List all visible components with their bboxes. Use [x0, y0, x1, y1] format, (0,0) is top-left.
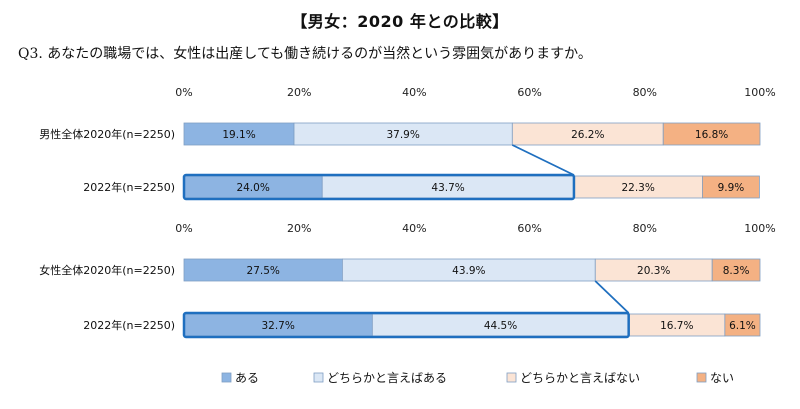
data-label: 26.2%	[571, 129, 604, 141]
category-label: 男性全体2020年(n=2250)	[39, 127, 175, 141]
x-tick-label: 40%	[402, 222, 426, 235]
x-tick-label: 100%	[744, 86, 775, 99]
x-tick-label: 60%	[517, 222, 541, 235]
legend-label: どちらかと言えばない	[520, 371, 640, 385]
category-label: 女性全体2020年(n=2250)	[39, 263, 175, 277]
highlight-box	[182, 173, 576, 201]
data-label: 16.7%	[660, 320, 693, 332]
category-label: 2022年(n=2250)	[83, 318, 175, 332]
data-label: 8.3%	[723, 265, 750, 277]
legend-swatch	[696, 372, 707, 383]
data-label: 20.3%	[637, 265, 670, 277]
x-tick-label: 0%	[175, 222, 192, 235]
legend-label: ある	[235, 371, 259, 385]
data-label: 43.7%	[431, 182, 464, 194]
legend-swatch	[221, 372, 232, 383]
bar-segment	[662, 122, 761, 146]
bar-segment	[724, 313, 761, 337]
data-label: 22.3%	[621, 182, 654, 194]
x-tick-label: 40%	[402, 86, 426, 99]
data-label: 9.9%	[718, 182, 745, 194]
data-label: 37.9%	[386, 129, 419, 141]
x-tick-label: 20%	[287, 222, 311, 235]
x-tick-label: 60%	[517, 86, 541, 99]
legend-swatch	[506, 372, 517, 383]
x-tick-label: 0%	[175, 86, 192, 99]
data-label: 32.7%	[261, 320, 294, 332]
data-label: 44.5%	[484, 320, 517, 332]
bar-segment	[711, 258, 761, 282]
data-label: 27.5%	[247, 265, 280, 277]
category-label: 2022年(n=2250)	[83, 180, 175, 194]
connector-line	[511, 144, 575, 176]
legend-label: ない	[710, 371, 734, 385]
highlight-box	[182, 311, 630, 339]
data-label: 6.1%	[729, 320, 756, 332]
data-label: 16.8%	[695, 129, 728, 141]
question-text: Q3. あなたの職場では、女性は出産しても働き続けるのが当然という雰囲気がありま…	[18, 46, 592, 62]
data-label: 24.0%	[236, 182, 269, 194]
bar-segment	[702, 175, 760, 199]
x-tick-label: 100%	[744, 222, 775, 235]
data-label: 43.9%	[452, 265, 485, 277]
x-tick-label: 80%	[633, 222, 657, 235]
x-tick-label: 20%	[287, 86, 311, 99]
legend-label: どちらかと言えばある	[327, 371, 447, 385]
data-label: 19.1%	[222, 129, 255, 141]
chart-title: 【男女：2020 年との比較】	[291, 12, 509, 31]
legend-swatch	[313, 372, 324, 383]
x-tick-label: 80%	[633, 86, 657, 99]
connector-line	[594, 280, 630, 314]
